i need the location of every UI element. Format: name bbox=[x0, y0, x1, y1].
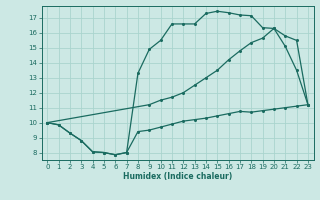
X-axis label: Humidex (Indice chaleur): Humidex (Indice chaleur) bbox=[123, 172, 232, 181]
